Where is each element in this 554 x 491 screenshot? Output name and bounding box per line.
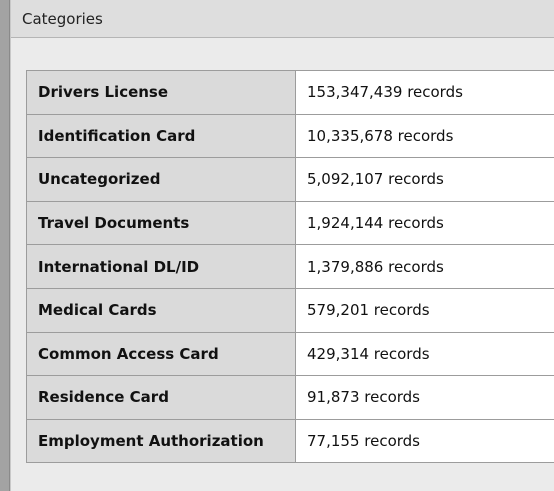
- table-row: International DL/ID 1,379,886 records: [26, 244, 554, 289]
- record-count: 429,314 records: [295, 332, 554, 377]
- table-row: Identification Card 10,335,678 records: [26, 114, 554, 159]
- category-name: Employment Authorization: [26, 419, 296, 464]
- record-count: 5,092,107 records: [295, 157, 554, 202]
- table-row: Residence Card 91,873 records: [26, 375, 554, 420]
- table-row: Medical Cards 579,201 records: [26, 288, 554, 333]
- record-count: 1,379,886 records: [295, 244, 554, 289]
- panel-title: Categories: [22, 10, 103, 28]
- categories-panel: Categories Drivers License 153,347,439 re…: [10, 0, 554, 491]
- category-name: Travel Documents: [26, 201, 296, 246]
- record-count: 153,347,439 records: [295, 70, 554, 115]
- category-name: Common Access Card: [26, 332, 296, 377]
- table-row: Travel Documents 1,924,144 records: [26, 201, 554, 246]
- category-name: Identification Card: [26, 114, 296, 159]
- category-name: Uncategorized: [26, 157, 296, 202]
- table-row: Common Access Card 429,314 records: [26, 332, 554, 377]
- table-row: Employment Authorization 77,155 records: [26, 419, 554, 464]
- category-name: Medical Cards: [26, 288, 296, 333]
- category-name: International DL/ID: [26, 244, 296, 289]
- categories-table: Drivers License 153,347,439 records Identi…: [26, 70, 554, 464]
- record-count: 1,924,144 records: [295, 201, 554, 246]
- table-row: Drivers License 153,347,439 records: [26, 70, 554, 115]
- record-count: 10,335,678 records: [295, 114, 554, 159]
- side-strip: [0, 0, 10, 491]
- record-count: 579,201 records: [295, 288, 554, 333]
- record-count: 77,155 records: [295, 419, 554, 464]
- table-row: Uncategorized 5,092,107 records: [26, 157, 554, 202]
- panel-header: Categories: [11, 0, 554, 38]
- category-name: Residence Card: [26, 375, 296, 420]
- category-name: Drivers License: [26, 70, 296, 115]
- record-count: 91,873 records: [295, 375, 554, 420]
